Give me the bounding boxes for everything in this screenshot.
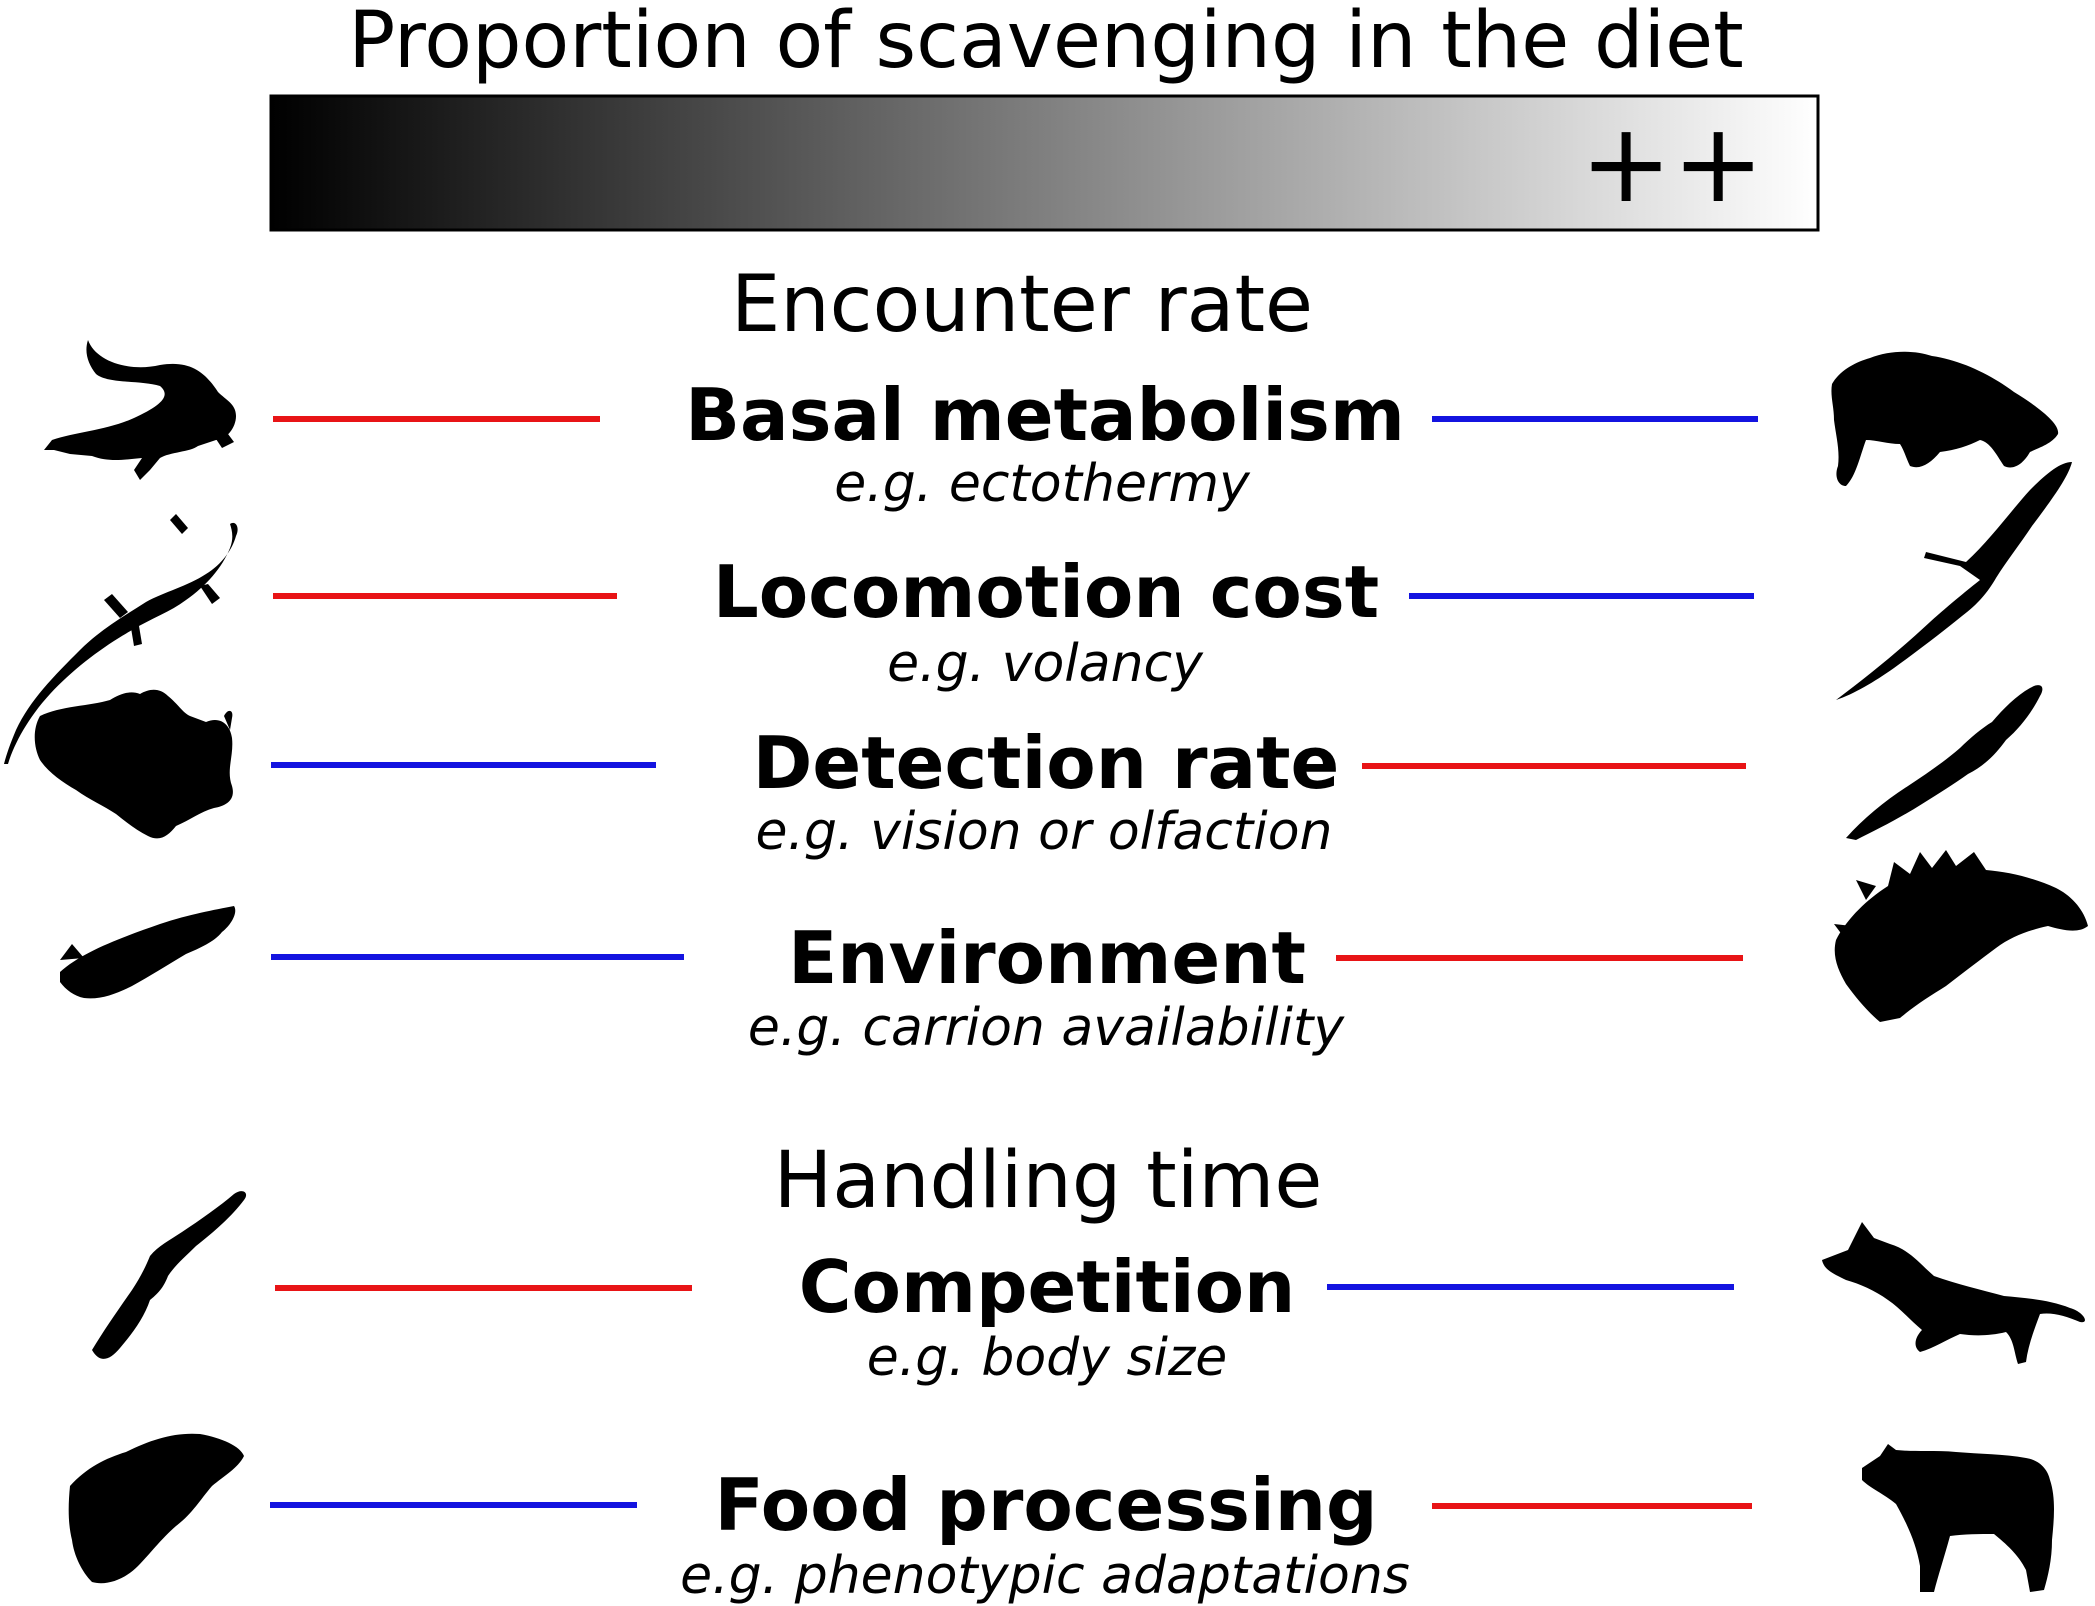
flatfish-icon — [68, 1433, 244, 1584]
stegosaurus-skeleton-icon — [1834, 850, 2088, 1022]
scale-plus-marker: ++ — [1580, 99, 1765, 227]
section-heading-handling-time: Handling time — [773, 1136, 1323, 1226]
factor-example-environment: e.g. carrion availability — [747, 998, 1345, 1058]
albatross-icon — [1836, 462, 2072, 700]
factor-example-basal-metabolism: e.g. ectothermy — [834, 454, 1250, 514]
bear-icon — [1831, 351, 2059, 486]
factor-locomotion-cost: Locomotion cost — [712, 550, 1380, 634]
factor-example-competition: e.g. body size — [866, 1328, 1228, 1388]
factor-example-food-processing: e.g. phenotypic adaptations — [680, 1546, 1410, 1606]
lizard-icon — [4, 514, 238, 764]
diagram-title: Proportion of scavenging in the diet — [348, 0, 1744, 86]
factor-food-processing: Food processing — [714, 1463, 1378, 1547]
fossil-fish-icon — [60, 906, 236, 999]
factor-basal-metabolism: Basal metabolism — [685, 373, 1405, 457]
anglerfish-icon — [34, 689, 233, 839]
eagle-icon — [92, 1191, 247, 1359]
scavenging-gradient-bar — [269, 94, 1820, 232]
factor-example-locomotion-cost: e.g. volancy — [887, 634, 1203, 694]
jackal-icon — [1822, 1222, 2085, 1364]
vulture-icon — [1846, 685, 2043, 840]
monitor-lizard-icon — [44, 340, 236, 480]
factor-example-detection-rate: e.g. vision or olfaction — [755, 802, 1333, 862]
factor-detection-rate: Detection rate — [752, 721, 1340, 805]
hyena-icon — [1862, 1444, 2054, 1592]
factor-competition: Competition — [798, 1245, 1296, 1329]
factor-environment: Environment — [788, 916, 1306, 1000]
section-heading-encounter-rate: Encounter rate — [730, 260, 1314, 350]
